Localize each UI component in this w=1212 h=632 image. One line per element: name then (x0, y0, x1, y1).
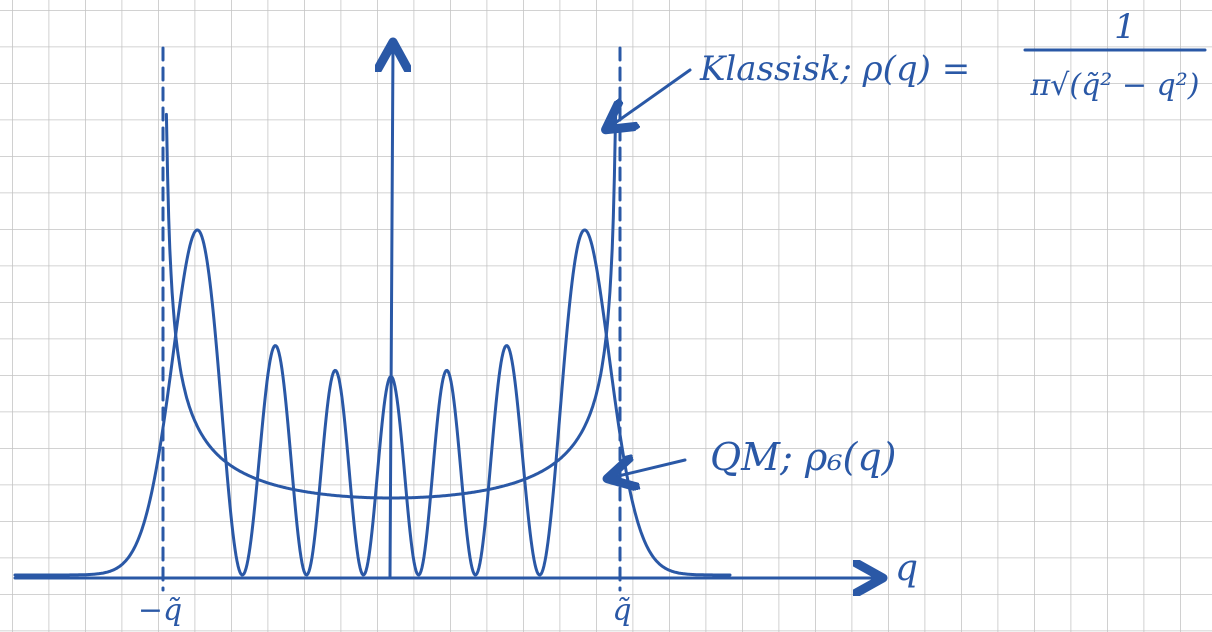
y-axis (390, 45, 393, 580)
classical-denominator: π√(q̃² − q²) (1030, 68, 1200, 103)
x-axis-label: q (895, 548, 918, 589)
classical-label: Klassisk; ρ(q) = (699, 49, 970, 89)
classical-numerator: 1 (1114, 7, 1136, 47)
quantum-density (13, 228, 732, 577)
quantum-label: QM; ρ₆(q) (710, 435, 897, 479)
classical-density (164, 112, 618, 500)
quantum-arrow (610, 460, 687, 478)
left-limit-label: −q̃ (138, 593, 182, 628)
right-limit-label: q̃ (612, 593, 631, 628)
classical-arrow (608, 68, 692, 128)
